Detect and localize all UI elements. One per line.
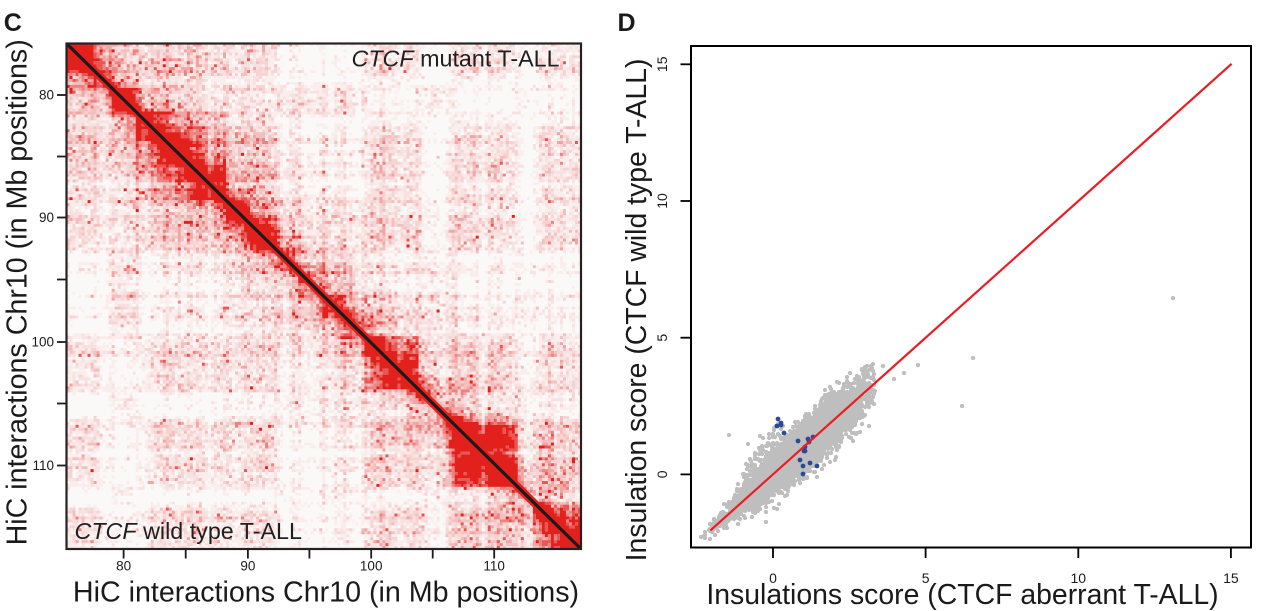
svg-text:10: 10 (654, 193, 670, 209)
svg-text:5: 5 (654, 334, 670, 342)
svg-text:90: 90 (240, 559, 255, 574)
svg-text:0: 0 (654, 470, 670, 478)
svg-text:15: 15 (654, 56, 670, 72)
svg-text:CTCF wild type T-ALL: CTCF wild type T-ALL (75, 518, 302, 544)
svg-text:5: 5 (922, 570, 930, 586)
svg-text:110: 110 (483, 559, 505, 574)
svg-text:Insulation score (CTCF wild ty: Insulation score (CTCF wild type T-ALL) (621, 59, 653, 562)
svg-text:0: 0 (769, 570, 777, 586)
svg-text:100: 100 (360, 559, 383, 574)
svg-text:90: 90 (39, 210, 54, 225)
svg-text:110: 110 (32, 458, 54, 473)
svg-text:80: 80 (116, 559, 131, 574)
svg-text:D: D (618, 9, 636, 37)
svg-text:HiC interactions Chr10 (in Mb: HiC interactions Chr10 (in Mb positions) (73, 577, 579, 609)
svg-text:HiC interactions Chr10 (in Mb: HiC interactions Chr10 (in Mb positions) (2, 39, 34, 545)
svg-text:10: 10 (1071, 570, 1087, 586)
svg-text:Insulations score (CTCF aberra: Insulations score (CTCF aberrant T-ALL) (706, 579, 1218, 611)
svg-text:80: 80 (39, 88, 54, 103)
svg-text:100: 100 (31, 335, 54, 350)
svg-text:CTCF mutant T-ALL: CTCF mutant T-ALL (352, 45, 560, 71)
svg-text:15: 15 (1223, 570, 1239, 586)
svg-text:C: C (4, 9, 22, 37)
